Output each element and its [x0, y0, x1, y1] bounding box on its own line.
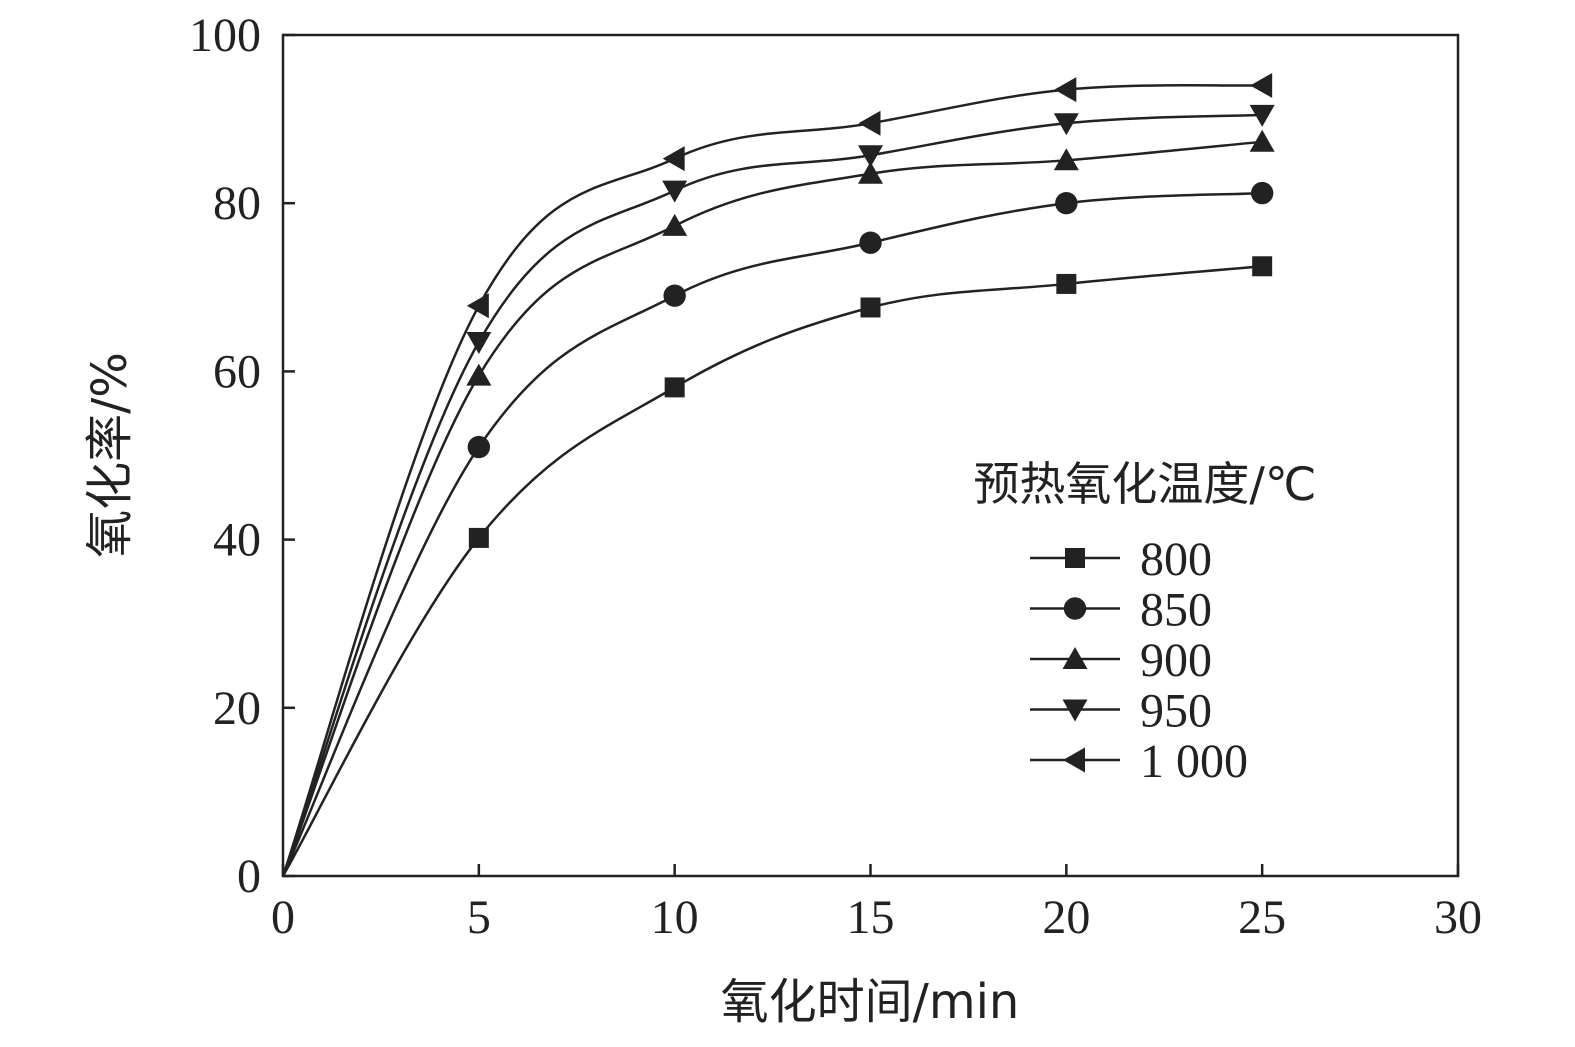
- data-point-800: [664, 377, 685, 398]
- data-point-900: [1249, 129, 1275, 152]
- data-point-900: [858, 161, 883, 184]
- x-tick-label: 5: [467, 891, 491, 944]
- x-axis-title: 氧化时间/min: [721, 974, 1020, 1030]
- legend-title: 预热氧化温度/℃: [973, 457, 1316, 511]
- legend-marker: [1065, 548, 1085, 568]
- y-tick-label: 20: [213, 682, 261, 735]
- data-point-850: [1250, 181, 1274, 205]
- x-tick-label: 10: [651, 891, 699, 944]
- data-point-900: [466, 363, 492, 386]
- data-point-950: [466, 331, 492, 354]
- y-axis-ticks: 0 20 40 60 80 100: [189, 9, 295, 903]
- y-tick-label: 80: [213, 177, 261, 230]
- x-tick-label: 25: [1238, 891, 1286, 944]
- y-tick-label: 40: [213, 514, 261, 567]
- data-point-900: [1053, 148, 1079, 171]
- y-tick-label: 100: [189, 9, 261, 62]
- legend-label: 850: [1140, 584, 1212, 637]
- x-tick-label: 15: [847, 891, 895, 944]
- legend-marker: [1062, 699, 1088, 722]
- data-point-1000: [662, 146, 685, 172]
- x-axis-ticks: 0 5 10 15 20 25 30: [271, 864, 1482, 944]
- legend-label: 950: [1140, 685, 1212, 738]
- data-point-950: [858, 145, 883, 168]
- data-point-1000: [1250, 72, 1273, 98]
- y-axis-title: 氧化率/%: [82, 352, 138, 558]
- legend-marker: [1063, 747, 1085, 773]
- data-point-800: [860, 297, 881, 318]
- data-point-950: [662, 180, 688, 203]
- legend-marker: [1062, 647, 1088, 669]
- data-point-800: [468, 527, 489, 548]
- legend-label: 900: [1140, 634, 1212, 687]
- data-point-800: [1056, 273, 1077, 294]
- series-line-850: [281, 191, 1263, 877]
- data-point-800: [1252, 256, 1273, 277]
- data-point-850: [663, 284, 686, 307]
- data-point-900: [662, 213, 688, 236]
- x-tick-label: 20: [1042, 891, 1090, 944]
- x-tick-label: 30: [1434, 891, 1482, 944]
- legend-label: 1 000: [1140, 735, 1248, 788]
- series-markers: [466, 72, 1275, 548]
- y-tick-label: 0: [237, 850, 261, 903]
- data-point-850: [859, 231, 882, 254]
- y-tick-label: 60: [213, 345, 261, 398]
- legend-marker: [1063, 597, 1087, 620]
- data-point-1000: [858, 110, 881, 136]
- x-tick-label: 0: [271, 891, 295, 944]
- data-point-950: [1053, 113, 1079, 136]
- data-point-850: [1055, 192, 1078, 215]
- series-line-800: [281, 265, 1263, 877]
- data-point-850: [467, 435, 491, 459]
- data-point-950: [1249, 104, 1275, 127]
- data-point-1000: [1054, 77, 1077, 103]
- legend-label: 800: [1140, 533, 1212, 586]
- data-point-1000: [466, 293, 489, 319]
